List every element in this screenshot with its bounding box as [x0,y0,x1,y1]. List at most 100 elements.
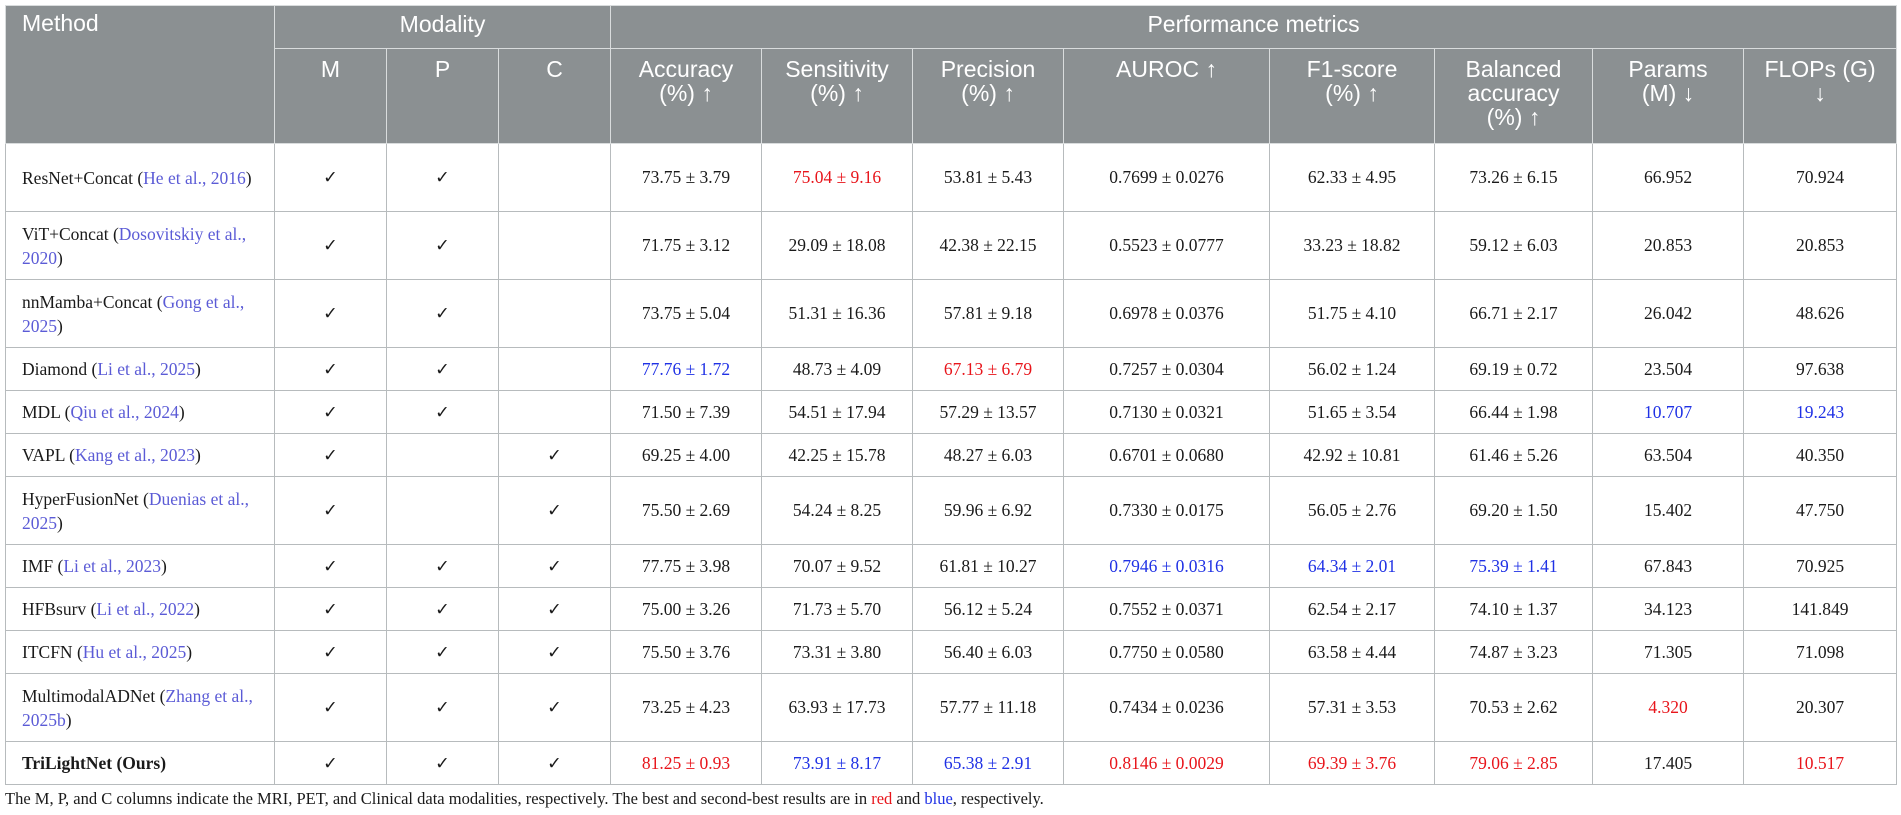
c-modality-cell: ✓ [498,476,611,545]
balanced-cell: 66.44 ± 1.98 [1434,390,1593,434]
f1-cell: 56.05 ± 2.76 [1269,476,1435,545]
citation-link[interactable]: Zhang et al., 2025b [22,685,253,730]
table-footnote: The M, P, and C columns indicate the MRI… [5,789,1044,809]
m-modality-cell: ✓ [274,390,387,434]
params-cell: 67.843 [1592,544,1744,588]
params-cell: 26.042 [1592,279,1744,348]
auroc-cell: 0.8146 ± 0.0029 [1063,741,1270,785]
footnote-red-word: red [871,789,893,808]
m-modality-cell: ✓ [274,476,387,545]
method-name: HFBsurv [22,599,87,619]
auroc-cell: 0.7946 ± 0.0316 [1063,544,1270,588]
c-modality-cell: ✓ [498,630,611,674]
m-modality-cell: ✓ [274,347,387,391]
auroc-cell: 0.7130 ± 0.0321 [1063,390,1270,434]
auroc-cell: 0.6701 ± 0.0680 [1063,433,1270,477]
method-name: TriLightNet (Ours) [22,753,167,773]
table-row: IMF (Li et al., 2023) ✓ ✓ ✓ 77.75 ± 3.98 70.0… [5,544,1898,588]
sensitivity-cell: 51.31 ± 16.36 [761,279,913,348]
flops-cell: 20.307 [1742,673,1898,742]
flops-cell: 71.098 [1742,630,1898,674]
method-cell: HFBsurv (Li et al., 2022) [5,587,275,631]
params-cell: 15.402 [1592,476,1744,545]
footnote-blue-word: blue [924,789,953,808]
accuracy-cell: 77.75 ± 3.98 [610,544,762,588]
p-modality-cell: ✓ [386,211,499,280]
citation-link[interactable]: Hu et al., 2025 [82,642,187,662]
m-modality-cell: ✓ [274,211,387,280]
flops-cell: 48.626 [1742,279,1898,348]
citation-link[interactable]: Li et al., 2023 [63,556,162,576]
p-modality-cell: ✓ [386,279,499,348]
params-cell: 34.123 [1592,587,1744,631]
m-modality-cell: ✓ [274,630,387,674]
citation-link[interactable]: Kang et al., 2023 [75,445,196,465]
c-modality-cell [498,347,611,391]
sensitivity-cell: 48.73 ± 4.09 [761,347,913,391]
method-cell: IMF (Li et al., 2023) [5,544,275,588]
balanced-cell: 69.20 ± 1.50 [1434,476,1593,545]
balanced-cell: 66.71 ± 2.17 [1434,279,1593,348]
precision-cell: 67.13 ± 6.79 [912,347,1064,391]
params-column-header: Params (M) ↓ [1592,48,1744,144]
m-modality-cell: ✓ [274,279,387,348]
balanced-cell: 70.53 ± 2.62 [1434,673,1593,742]
method-name: ViT+Concat [22,223,109,244]
method-cell: MultimodalADNet (Zhang et al., 2025b) [5,673,275,742]
auroc-cell: 0.7257 ± 0.0304 [1063,347,1270,391]
method-cell: HyperFusionNet (Duenias et al., 2025) [5,476,275,545]
p-modality-cell: ✓ [386,741,499,785]
params-cell: 63.504 [1592,433,1744,477]
m-modality-cell: ✓ [274,143,387,212]
citation-link[interactable]: Li et al., 2025 [97,359,196,379]
balanced-cell: 79.06 ± 2.85 [1434,741,1593,785]
c-modality-cell: ✓ [498,587,611,631]
auroc-cell: 0.7750 ± 0.0580 [1063,630,1270,674]
auroc-cell: 0.7552 ± 0.0371 [1063,587,1270,631]
method-cell: nnMamba+Concat (Gong et al., 2025) [5,279,275,348]
flops-cell: 141.849 [1742,587,1898,631]
p-modality-cell: ✓ [386,587,499,631]
performance-metrics-header: Performance metrics [609,5,1898,49]
auroc-cell: 0.7434 ± 0.0236 [1063,673,1270,742]
method-name: ResNet+Concat [22,167,133,188]
auroc-cell: 0.7699 ± 0.0276 [1063,143,1270,212]
citation-link[interactable]: Gong et al., 2025 [22,291,245,336]
sensitivity-cell: 42.25 ± 15.78 [761,433,913,477]
balanced-cell: 59.12 ± 6.03 [1434,211,1593,280]
c-column-header: C [498,48,611,144]
sensitivity-cell: 54.51 ± 17.94 [761,390,913,434]
accuracy-column-header: Accuracy (%) ↑ [610,48,762,144]
accuracy-cell: 73.25 ± 4.23 [610,673,762,742]
precision-cell: 53.81 ± 5.43 [912,143,1064,212]
table-row: HFBsurv (Li et al., 2022) ✓ ✓ ✓ 75.00 ± 3.26… [5,587,1898,631]
citation-link[interactable]: He et al., 2016 [143,167,246,188]
auroc-cell: 0.6978 ± 0.0376 [1063,279,1270,348]
results-table-body: ResNet+Concat (He et al., 2016) ✓ ✓ 73.75 ±… [5,143,1898,785]
table-row: MultimodalADNet (Zhang et al., 2025b) ✓ ✓ ✓… [5,673,1898,742]
table-row: ResNet+Concat (He et al., 2016) ✓ ✓ 73.75 ±… [5,143,1898,212]
citation-link[interactable]: Dosovitskiy et al., 2020 [22,223,247,268]
precision-cell: 59.96 ± 6.92 [912,476,1064,545]
table-row: ITCFN (Hu et al., 2025) ✓ ✓ ✓ 75.50 ± 3.76 73… [5,630,1898,674]
params-cell: 17.405 [1592,741,1744,785]
method-header: Method [5,5,275,144]
f1-cell: 56.02 ± 1.24 [1269,347,1435,391]
f1-cell: 33.23 ± 18.82 [1269,211,1435,280]
balanced-cell: 61.46 ± 5.26 [1434,433,1593,477]
c-modality-cell [498,279,611,348]
citation-link[interactable]: Duenias et al., 2025 [22,488,249,533]
precision-cell: 56.40 ± 6.03 [912,630,1064,674]
params-cell: 20.853 [1592,211,1744,280]
method-cell: VAPL (Kang et al., 2023) [5,433,275,477]
accuracy-cell: 75.50 ± 3.76 [610,630,762,674]
balanced-cell: 75.39 ± 1.41 [1434,544,1593,588]
precision-cell: 65.38 ± 2.91 [912,741,1064,785]
footnote-text-mid: and [892,789,925,808]
balanced-cell: 74.87 ± 3.23 [1434,630,1593,674]
sensitivity-cell: 75.04 ± 9.16 [761,143,913,212]
citation-link[interactable]: Qiu et al., 2024 [70,402,179,422]
precision-cell: 57.77 ± 11.18 [912,673,1064,742]
accuracy-cell: 71.75 ± 3.12 [610,211,762,280]
citation-link[interactable]: Li et al., 2022 [96,599,195,619]
